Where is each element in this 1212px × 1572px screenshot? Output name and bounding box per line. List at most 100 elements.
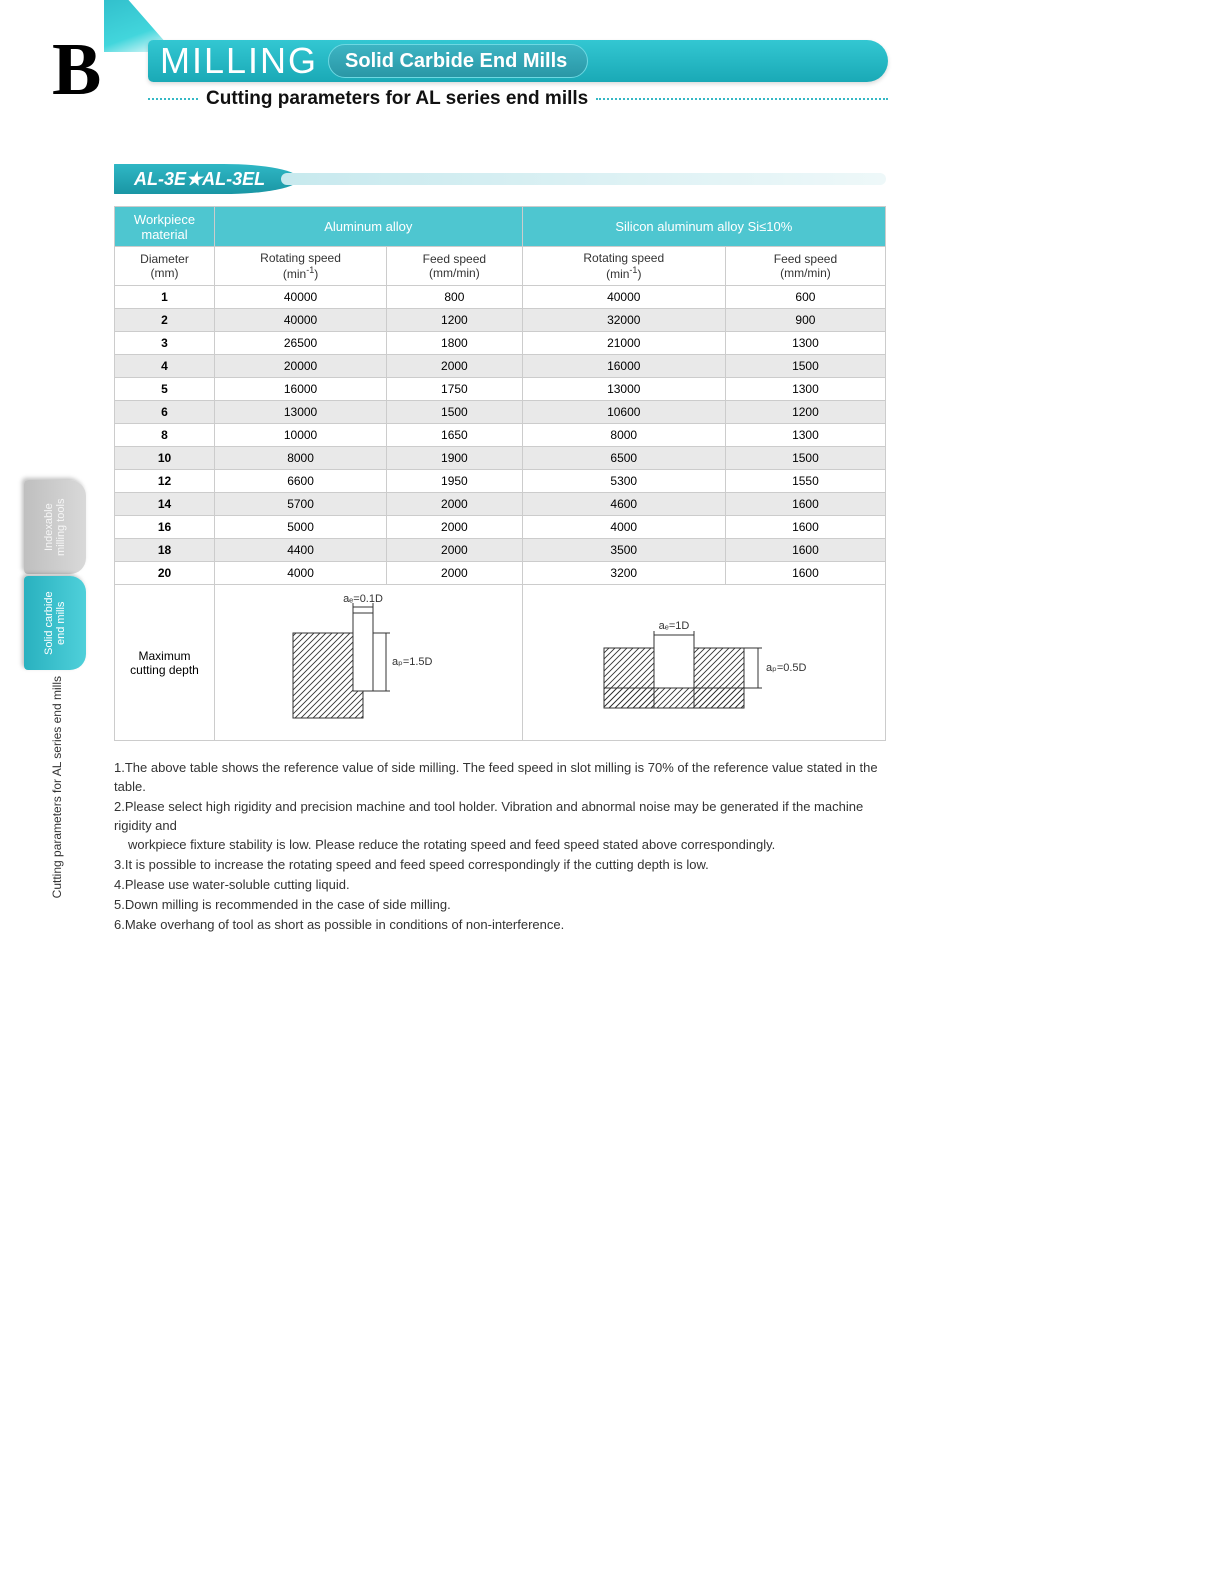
cell-value: 3500	[522, 539, 725, 562]
table-row: 14000080040000600	[115, 286, 886, 309]
cell-diameter: 16	[115, 516, 215, 539]
note-5: 5.Down milling is recommended in the cas…	[114, 896, 886, 915]
cell-diameter: 8	[115, 424, 215, 447]
cell-value: 1200	[725, 401, 885, 424]
cell-value: 6600	[215, 470, 387, 493]
cell-value: 32000	[522, 309, 725, 332]
table-row: 145700200046001600	[115, 493, 886, 516]
table-row: 126600195053001550	[115, 470, 886, 493]
cell-diameter: 18	[115, 539, 215, 562]
cell-value: 4400	[215, 539, 387, 562]
cell-value: 40000	[215, 309, 387, 332]
diagram-slot-milling: aₑ=1Daₚ=0.5D	[522, 585, 885, 741]
cell-value: 5000	[215, 516, 387, 539]
title-pill: Solid Carbide End Mills	[328, 44, 588, 78]
col-material-1: Aluminum alloy	[215, 207, 523, 247]
cell-value: 1600	[725, 493, 885, 516]
cell-value: 1550	[725, 470, 885, 493]
cell-value: 2000	[387, 562, 523, 585]
cell-value: 4000	[215, 562, 387, 585]
tab-solid-carbide[interactable]: Solid carbide end mills	[24, 576, 86, 670]
cell-value: 600	[725, 286, 885, 309]
cell-value: 2000	[387, 493, 523, 516]
col-diameter: Diameter (mm)	[115, 247, 215, 286]
diagram-label: Maximum cutting depth	[115, 585, 215, 741]
cell-value: 1600	[725, 516, 885, 539]
note-4: 4.Please use water-soluble cutting liqui…	[114, 876, 886, 895]
cell-value: 2000	[387, 355, 523, 378]
note-6: 6.Make overhang of tool as short as poss…	[114, 916, 886, 935]
cell-value: 5300	[522, 470, 725, 493]
cell-value: 800	[387, 286, 523, 309]
table-row: 165000200040001600	[115, 516, 886, 539]
note-2b: workpiece fixture stability is low. Plea…	[114, 836, 886, 855]
cell-diameter: 20	[115, 562, 215, 585]
tab-indexable-milling[interactable]: Indexable milling tools	[24, 480, 86, 574]
cell-value: 16000	[215, 378, 387, 401]
cell-value: 1800	[387, 332, 523, 355]
cell-value: 1650	[387, 424, 523, 447]
slot-mill-diagram-icon: aₑ=1Daₚ=0.5D	[574, 593, 834, 733]
table-row: 184400200035001600	[115, 539, 886, 562]
cell-diameter: 5	[115, 378, 215, 401]
title-milling: MILLING	[160, 40, 318, 82]
cell-diameter: 3	[115, 332, 215, 355]
cell-value: 900	[725, 309, 885, 332]
cell-diameter: 6	[115, 401, 215, 424]
subtitle-row: Cutting parameters for AL series end mil…	[148, 88, 888, 110]
cell-value: 20000	[215, 355, 387, 378]
section-label: AL-3E★AL-3EL	[114, 164, 299, 194]
cell-value: 1600	[725, 539, 885, 562]
table-row: 3265001800210001300	[115, 332, 886, 355]
col-workpiece: Workpiece material	[115, 207, 215, 247]
page-header: B MILLING Solid Carbide End Mills Cuttin…	[0, 0, 1212, 110]
title-bar: MILLING Solid Carbide End Mills	[148, 40, 888, 82]
cell-diameter: 2	[115, 309, 215, 332]
cell-diameter: 14	[115, 493, 215, 516]
table-row: 5160001750130001300	[115, 378, 886, 401]
col-feed2: Feed speed (mm/min)	[725, 247, 885, 286]
cell-value: 4600	[522, 493, 725, 516]
cell-value: 10000	[215, 424, 387, 447]
cell-value: 16000	[522, 355, 725, 378]
cell-diameter: 12	[115, 470, 215, 493]
cell-value: 21000	[522, 332, 725, 355]
table-row: 6130001500106001200	[115, 401, 886, 424]
svg-text:aₑ=0.1D: aₑ=0.1D	[343, 593, 383, 605]
svg-text:aₚ=1.5D: aₚ=1.5D	[392, 656, 433, 668]
note-2a: 2.Please select high rigidity and precis…	[114, 798, 886, 836]
col-material-2: Silicon aluminum alloy Si≤10%	[522, 207, 885, 247]
cell-value: 13000	[215, 401, 387, 424]
cell-value: 1600	[725, 562, 885, 585]
cell-value: 5700	[215, 493, 387, 516]
cell-value: 8000	[522, 424, 725, 447]
cell-value: 1500	[725, 355, 885, 378]
side-caption: Cutting parameters for AL series end mil…	[50, 676, 64, 898]
cell-value: 3200	[522, 562, 725, 585]
cell-value: 1300	[725, 424, 885, 447]
cell-value: 40000	[522, 286, 725, 309]
cell-value: 4000	[522, 516, 725, 539]
cell-value: 2000	[387, 539, 523, 562]
cell-value: 1200	[387, 309, 523, 332]
cell-value: 2000	[387, 516, 523, 539]
cell-diameter: 4	[115, 355, 215, 378]
logo-letter: B	[52, 28, 101, 113]
cell-diameter: 1	[115, 286, 215, 309]
cell-value: 1300	[725, 378, 885, 401]
cell-value: 6500	[522, 447, 725, 470]
svg-text:aₚ=0.5D: aₚ=0.5D	[766, 662, 807, 674]
col-feed1: Feed speed (mm/min)	[387, 247, 523, 286]
diagram-side-milling: aₑ=0.1D aₚ=1.5D	[215, 585, 523, 741]
cell-value: 8000	[215, 447, 387, 470]
note-3: 3.It is possible to increase the rotatin…	[114, 856, 886, 875]
section-label-pill: AL-3E★AL-3EL	[114, 164, 886, 194]
cell-value: 1500	[725, 447, 885, 470]
cell-value: 40000	[215, 286, 387, 309]
cell-value: 1750	[387, 378, 523, 401]
cell-value: 10600	[522, 401, 725, 424]
cell-value: 1900	[387, 447, 523, 470]
cell-value: 13000	[522, 378, 725, 401]
side-tabs: Indexable milling tools Solid carbide en…	[24, 480, 86, 672]
note-1: 1.The above table shows the reference va…	[114, 759, 886, 797]
